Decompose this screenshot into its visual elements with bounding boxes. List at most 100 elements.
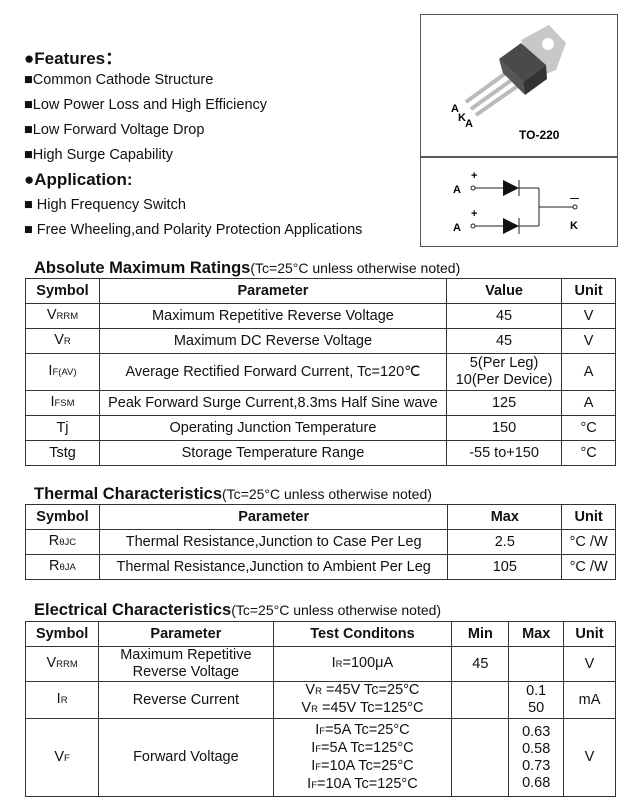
- header-row: Symbol Parameter Value Unit: [25, 278, 616, 304]
- column-header: Value: [445, 278, 563, 304]
- table-cell: Forward Voltage: [98, 718, 274, 797]
- column-header: Test Conditons: [272, 621, 453, 647]
- table-row: RθJA Thermal Resistance,Junction to Ambie…: [25, 554, 616, 580]
- table-cell: A: [561, 390, 616, 416]
- electrical-title: Electrical Characteristics(Tc=25°C unles…: [34, 601, 442, 619]
- table-cell: VR =45V Tc=25°C VR =45V Tc=125°C: [272, 681, 453, 719]
- electrical-table: Symbol Parameter Test Conditons Min Max Unit V…: [24, 621, 616, 797]
- table-cell: 2.5: [447, 529, 563, 555]
- cathode-label: K: [570, 220, 578, 232]
- table-cell: [508, 646, 565, 682]
- column-header: Max: [447, 504, 563, 530]
- column-header: Parameter: [98, 278, 447, 304]
- feature-item: ■Low Forward Voltage Drop: [24, 122, 205, 138]
- to220-package-image: A K A TO-220 A A + + — K: [421, 25, 617, 234]
- table-cell: Maximum DC Reverse Voltage: [98, 328, 447, 354]
- table-cell: °C: [561, 440, 616, 466]
- table-cell: V: [563, 718, 616, 797]
- table-row: VF Forward Voltage IF=5A Tc=25°C IF=5A Tc=1…: [24, 718, 616, 797]
- column-header: Symbol: [24, 621, 100, 647]
- thermal-title: Thermal Characteristics(Tc=25°C unless o…: [34, 485, 432, 503]
- diode-icon: [503, 218, 519, 234]
- column-header: Symbol: [25, 278, 100, 304]
- table-cell: IFSM: [25, 390, 100, 416]
- anode-label: A: [453, 222, 461, 234]
- table-cell: 0.1 50: [508, 681, 565, 719]
- table-cell: [451, 681, 510, 719]
- table-cell: Tj: [25, 415, 100, 441]
- minus-sign: —: [570, 193, 579, 203]
- table-cell: V: [561, 328, 616, 354]
- table-row: VRRM Maximum Repetitive Reverse Voltage IR=…: [24, 646, 616, 682]
- table-cell: IR: [24, 681, 100, 719]
- table-cell: °C: [561, 415, 616, 441]
- application-item: ■ Free Wheeling,and Polarity Protection …: [24, 222, 363, 238]
- table-cell: IF(AV): [25, 353, 100, 391]
- column-header: Parameter: [98, 621, 274, 647]
- pin-label: A: [465, 118, 473, 130]
- table-cell: VF: [24, 718, 100, 797]
- table-cell: Maximum Repetitive Reverse Voltage: [98, 303, 447, 329]
- table-row: VRRM Maximum Repetitive Reverse Voltage 45…: [25, 303, 616, 329]
- table-cell: IF=5A Tc=25°C IF=5A Tc=125°C IF=10A Tc=25°…: [272, 718, 453, 797]
- table-row: Tstg Storage Temperature Range -55 to+150 °…: [25, 440, 616, 466]
- table-cell: °C /W: [561, 554, 616, 580]
- column-header: Parameter: [98, 504, 449, 530]
- table-cell: Peak Forward Surge Current,8.3ms Half Si…: [98, 390, 447, 416]
- pin-label: A: [451, 103, 459, 115]
- table-cell: RθJC: [25, 529, 100, 555]
- table-cell: Operating Junction Temperature: [98, 415, 447, 441]
- features-heading: ●Features：: [24, 49, 123, 68]
- application-heading: ●Application:: [24, 170, 133, 189]
- table-cell: Thermal Resistance,Junction to Case Per …: [98, 529, 449, 555]
- table-cell: RθJA: [25, 554, 100, 580]
- header-row: Symbol Parameter Test Conditons Min Max Unit: [24, 621, 616, 647]
- abs-max-title: Absolute Maximum Ratings(Tc=25°C unless …: [34, 259, 461, 277]
- table-cell: Storage Temperature Range: [98, 440, 447, 466]
- table-row: IFSM Peak Forward Surge Current,8.3ms Hal…: [25, 390, 616, 416]
- table-cell: Thermal Resistance,Junction to Ambient P…: [98, 554, 449, 580]
- table-cell: 45: [451, 646, 510, 682]
- table-cell: VRRM: [24, 646, 100, 682]
- table-cell: 125: [445, 390, 563, 416]
- table-cell: V: [563, 646, 616, 682]
- pin-label: K: [458, 112, 466, 124]
- thermal-table: Symbol Parameter Max Unit RθJC Thermal Resist…: [25, 504, 616, 580]
- feature-item: ■High Surge Capability: [24, 147, 174, 163]
- table-cell: -55 to+150: [445, 440, 563, 466]
- column-header: Max: [508, 621, 565, 647]
- diode-icon: [503, 180, 519, 196]
- application-item: ■ High Frequency Switch: [24, 197, 186, 213]
- table-cell: Maximum Repetitive Reverse Voltage: [98, 646, 274, 682]
- feature-item: ■Common Cathode Structure: [24, 72, 214, 88]
- table-cell: 0.63 0.58 0.73 0.68: [508, 718, 565, 797]
- table-cell: [451, 718, 510, 797]
- package-name: TO-220: [519, 128, 560, 142]
- table-cell: 105: [447, 554, 563, 580]
- table-cell: A: [561, 353, 616, 391]
- table-cell: IR=100μA: [272, 646, 453, 682]
- table-cell: Reverse Current: [98, 681, 274, 719]
- table-cell: VR: [25, 328, 100, 354]
- table-cell: 150: [445, 415, 563, 441]
- table-cell: Average Rectified Forward Current, Tc=12…: [98, 353, 447, 391]
- plus-sign: +: [471, 208, 477, 220]
- feature-item: ■Low Power Loss and High Efficiency: [24, 97, 268, 113]
- abs-max-table: Symbol Parameter Value Unit VRRM Maximum Repe…: [25, 278, 616, 466]
- column-header: Unit: [563, 621, 616, 647]
- header-row: Symbol Parameter Max Unit: [25, 504, 616, 530]
- column-header: Unit: [561, 278, 616, 304]
- package-diagram: A K A TO-220 A A + + — K: [420, 14, 618, 247]
- table-row: RθJC Thermal Resistance,Junction to Case …: [25, 529, 616, 555]
- plus-sign: +: [471, 170, 477, 182]
- table-row: IR Reverse Current VR =45V Tc=25°C VR =45V …: [24, 681, 616, 719]
- table-cell: Tstg: [25, 440, 100, 466]
- table-cell: VRRM: [25, 303, 100, 329]
- table-cell: 45: [445, 303, 563, 329]
- table-cell: °C /W: [561, 529, 616, 555]
- table-row: VR Maximum DC Reverse Voltage 45 V: [25, 328, 616, 354]
- column-header: Unit: [561, 504, 616, 530]
- table-cell: 45: [445, 328, 563, 354]
- column-header: Min: [451, 621, 510, 647]
- table-cell: V: [561, 303, 616, 329]
